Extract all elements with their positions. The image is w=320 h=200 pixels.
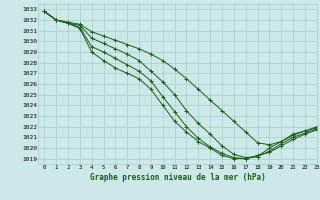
X-axis label: Graphe pression niveau de la mer (hPa): Graphe pression niveau de la mer (hPa) [90,173,266,182]
